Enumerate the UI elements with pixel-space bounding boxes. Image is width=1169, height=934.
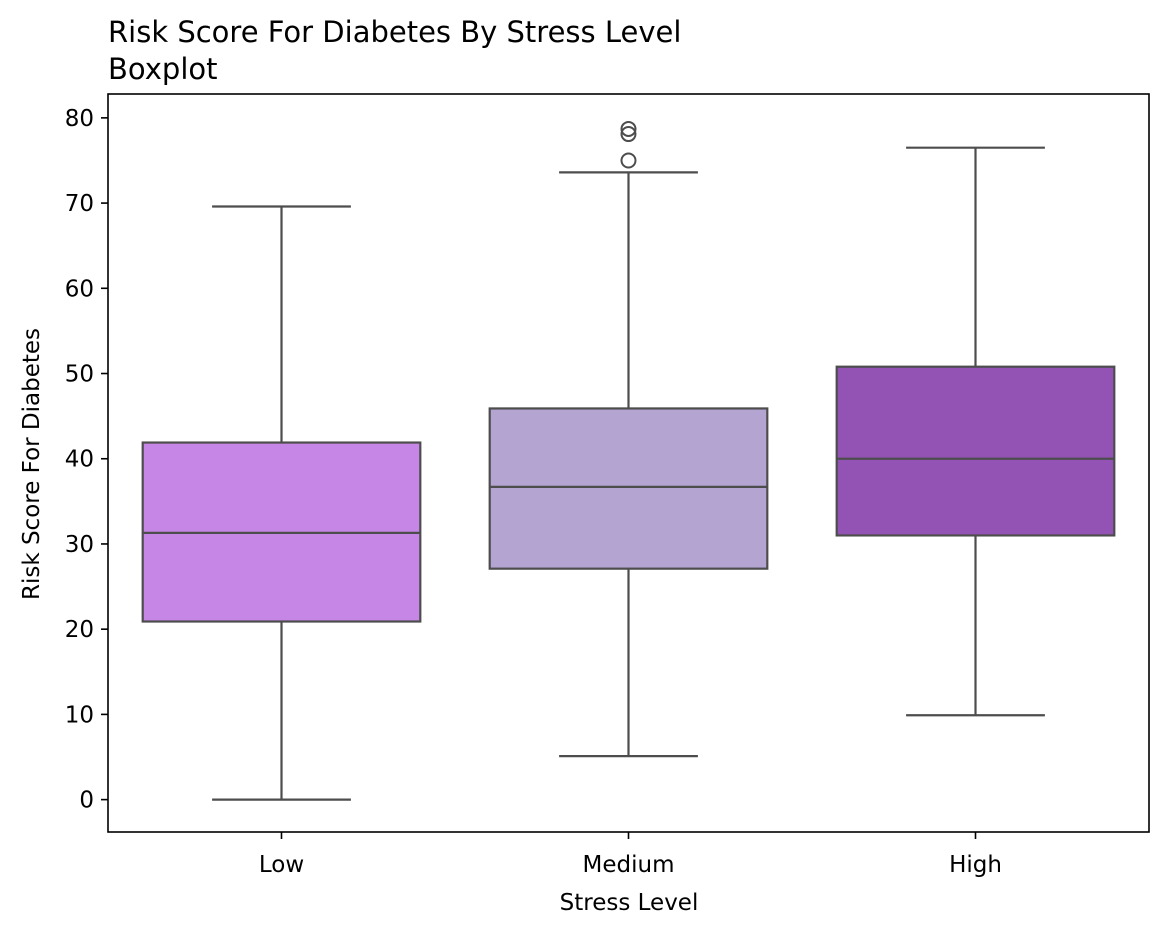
outlier-point-medium [620, 152, 637, 169]
x-tick-label: Low [259, 852, 304, 878]
x-tick-label: Medium [583, 852, 675, 878]
outlier-point-medium [620, 120, 637, 137]
y-tick-label: 70 [65, 191, 94, 217]
y-tick-label: 40 [65, 447, 94, 473]
x-tick-label: High [949, 852, 1002, 878]
y-tick-label: 10 [65, 702, 94, 728]
y-tick-label: 20 [65, 617, 94, 643]
y-axis-label: Risk Score For Diabetes [19, 328, 45, 600]
y-tick-label: 60 [65, 276, 94, 302]
outlier-point-medium [620, 126, 637, 143]
y-tick-label: 80 [65, 106, 94, 132]
chart-title: Risk Score For Diabetes By Stress Level [108, 15, 681, 49]
y-tick-label: 50 [65, 362, 94, 388]
box-medium [488, 407, 769, 570]
x-axis-label: Stress Level [560, 890, 699, 916]
y-tick-label: 0 [79, 788, 94, 814]
chart-subtitle: Boxplot [108, 52, 218, 86]
box-high [835, 365, 1116, 537]
plot-area: 0 10 20 30 40 50 60 70 80 Low Medium High [65, 93, 1150, 878]
y-tick-label: 30 [65, 532, 94, 558]
